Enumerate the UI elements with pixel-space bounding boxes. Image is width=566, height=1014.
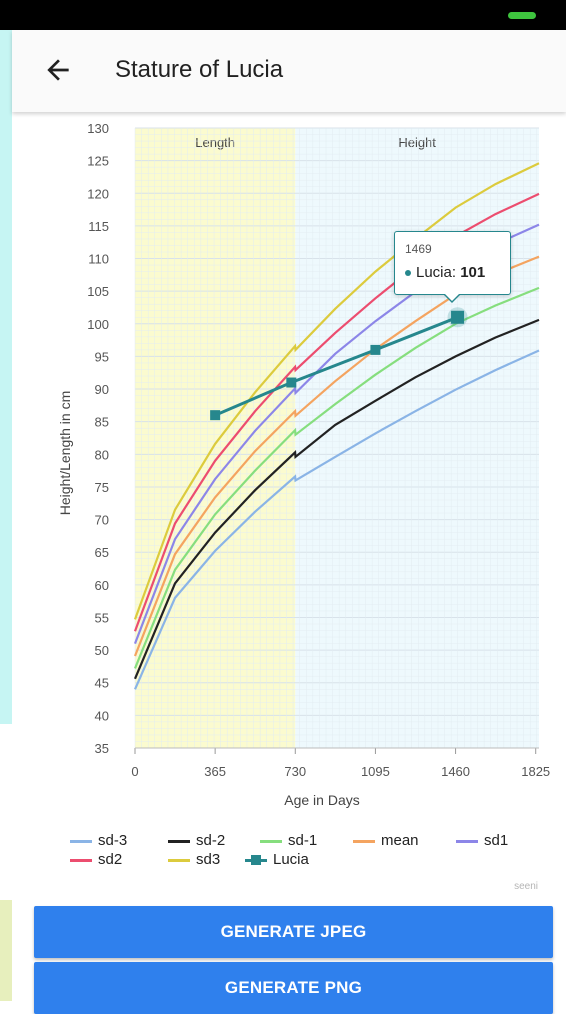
legend-item-lucia[interactable]: Lucia [245, 851, 309, 868]
legend-label: sd-1 [288, 832, 318, 849]
tooltip-arrow-fill [444, 293, 460, 301]
tooltip-series-value: Lucia: 101 [405, 264, 485, 281]
band-label-length: Length [195, 135, 235, 150]
y-tick-label: 70 [95, 513, 109, 528]
legend-swatch-icon [168, 839, 190, 843]
x-tick-label: 365 [204, 764, 226, 779]
legend-swatch-icon [260, 839, 282, 843]
legend-label: sd2 [98, 851, 123, 868]
background-strip [0, 900, 12, 1001]
y-tick-label: 105 [87, 284, 109, 299]
x-tick-label: 1825 [521, 764, 550, 779]
legend-item-sd1[interactable]: sd1 [456, 832, 508, 849]
legend-label: Lucia [273, 851, 309, 868]
legend-swatch-icon [70, 839, 92, 843]
legend-item-sd-2[interactable]: sd-2 [168, 832, 225, 849]
generate-png-button[interactable]: GENERATE PNG [34, 962, 553, 1014]
legend-swatch-icon [245, 854, 267, 865]
y-tick-label: 110 [88, 252, 109, 267]
y-tick-label: 80 [95, 447, 109, 462]
y-tick-label: 125 [87, 154, 109, 169]
y-tick-label: 130 [87, 121, 109, 136]
legend-label: sd-3 [98, 832, 128, 849]
legend-label: mean [381, 832, 419, 849]
legend-item-sd3[interactable]: sd3 [168, 851, 220, 868]
tooltip-value: 101 [460, 264, 486, 281]
lucia-point [210, 410, 221, 421]
legend-item-mean[interactable]: mean [353, 832, 419, 849]
app-bar: Stature of Lucia [12, 30, 566, 112]
x-axis-label: Age in Days [284, 792, 359, 808]
y-tick-label: 95 [95, 349, 109, 364]
legend-item-sd-3[interactable]: sd-3 [70, 832, 127, 849]
series-line-sd-3 [133, 349, 540, 690]
chart-credit: seeni [514, 881, 538, 892]
y-axis-label: Height/Length in cm [57, 391, 73, 516]
background-strip [0, 30, 12, 724]
legend-item-sd2[interactable]: sd2 [70, 851, 122, 868]
y-tick-label: 55 [95, 610, 109, 625]
y-tick-label: 50 [95, 643, 109, 658]
series-line-sd-2 [133, 318, 540, 680]
chart-tooltip: 1469 Lucia: 101 [394, 231, 511, 303]
y-tick-label: 60 [95, 578, 109, 593]
legend-item-sd-1[interactable]: sd-1 [260, 832, 317, 849]
y-tick-label: 100 [87, 317, 109, 332]
lucia-point [370, 344, 381, 355]
legend-square-icon [251, 854, 261, 865]
legend-label: sd3 [196, 851, 221, 868]
series-line-lucia [214, 315, 459, 417]
lucia-point [286, 377, 297, 388]
y-tick-label: 115 [88, 219, 109, 234]
x-tick-label: 1460 [441, 764, 470, 779]
generate-jpeg-button[interactable]: GENERATE JPEG [34, 906, 553, 958]
legend-swatch-icon [168, 858, 190, 862]
tooltip-x-value: 1469 [405, 242, 432, 256]
x-tick-label: 1095 [361, 764, 390, 779]
band-label-height: Height [398, 135, 436, 150]
y-tick-label: 45 [95, 676, 109, 691]
band-length [135, 128, 296, 748]
y-tick-label: 35 [95, 741, 109, 756]
y-tick-label: 90 [95, 382, 109, 397]
back-arrow-icon[interactable] [42, 54, 74, 86]
status-bar [0, 0, 566, 30]
legend-swatch-icon [70, 858, 92, 862]
battery-icon [508, 12, 536, 19]
legend-label: sd1 [484, 832, 509, 849]
x-tick-label: 730 [284, 764, 306, 779]
tooltip-dot-icon [405, 270, 411, 277]
y-tick-label: 85 [95, 415, 109, 430]
page-title: Stature of Lucia [115, 56, 284, 83]
lucia-point [451, 310, 465, 324]
y-tick-label: 40 [95, 708, 109, 723]
y-tick-label: 65 [95, 545, 109, 560]
growth-chart: Length Height 35 40 45 50 55 60 65 70 75 80 85 90 95 10… [57, 121, 550, 808]
legend-swatch-icon [456, 839, 478, 843]
band-height [295, 128, 539, 748]
y-tick-label: 120 [87, 186, 109, 201]
series-line-sd3 [133, 162, 540, 620]
legend-label: sd-2 [196, 832, 226, 849]
legend-swatch-icon [353, 839, 375, 843]
tooltip-series-label: Lucia: [416, 264, 461, 281]
x-tick-label: 0 [131, 764, 138, 779]
y-tick-label: 75 [95, 480, 109, 495]
